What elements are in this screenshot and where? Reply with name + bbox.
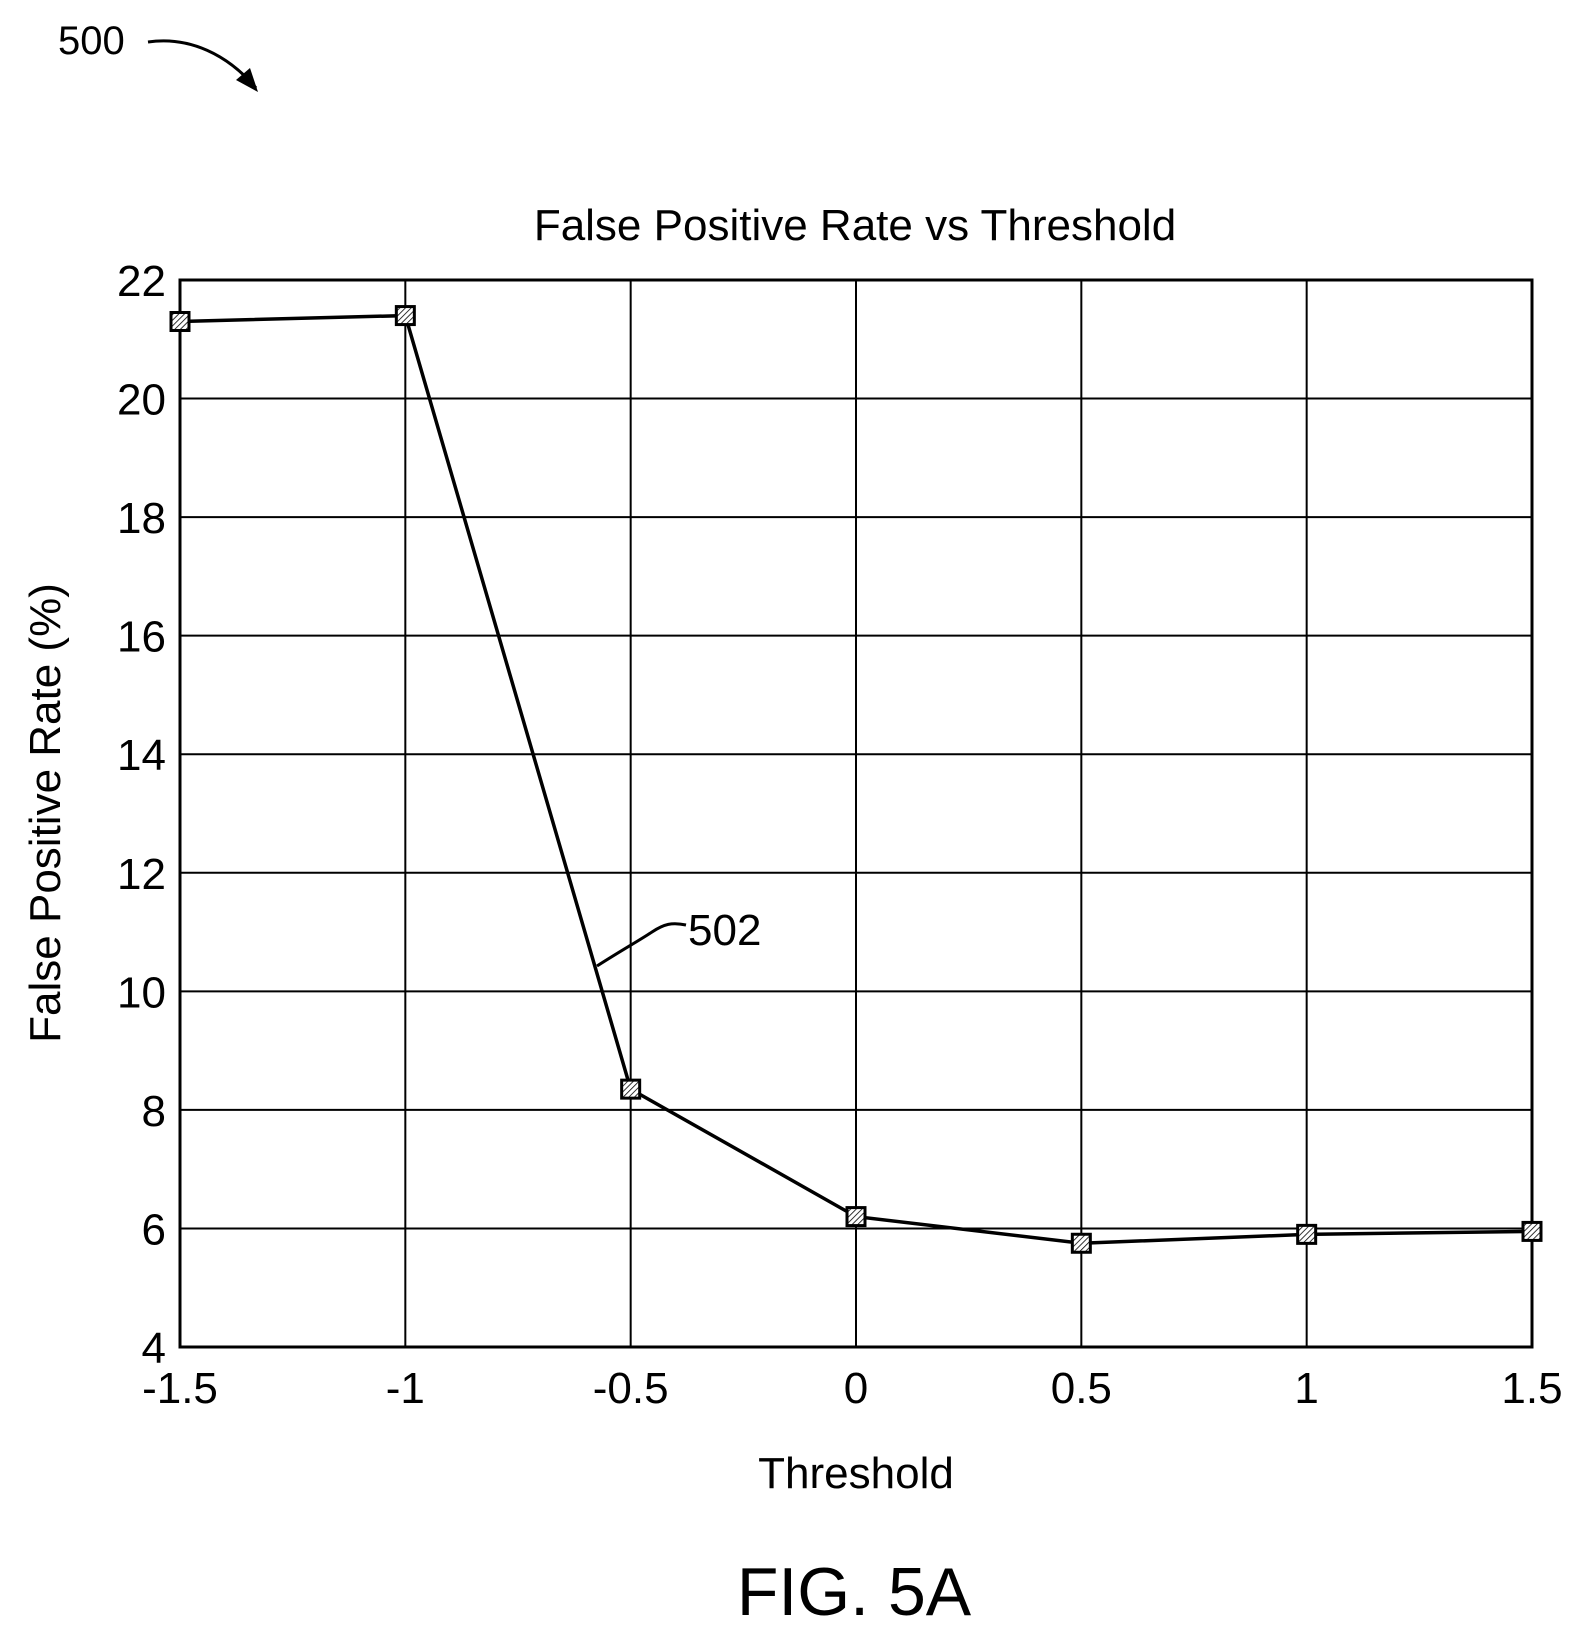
- data-point-marker: [620, 1078, 642, 1100]
- chart-title: False Positive Rate vs Threshold: [534, 201, 1176, 250]
- x-tick-label: 0: [844, 1364, 868, 1413]
- y-tick-label: 6: [142, 1205, 166, 1254]
- x-tick-label: -0.5: [593, 1364, 669, 1413]
- x-tick-labels: -1.5 -1 -0.5 0 0.5 1 1.5: [142, 1364, 1563, 1413]
- y-axis-label: False Positive Rate (%): [21, 583, 70, 1043]
- x-tick-label: 1: [1294, 1364, 1318, 1413]
- x-tick-label: 0.5: [1051, 1364, 1112, 1413]
- plot-frame: [178, 278, 1534, 1349]
- series-ref-label: 502: [688, 906, 761, 955]
- y-tick-label: 4: [142, 1324, 166, 1373]
- data-point-marker: [845, 1206, 867, 1228]
- series-group: [169, 305, 1543, 1254]
- series-ref-leader: [596, 922, 687, 968]
- data-point-marker: [169, 310, 191, 332]
- y-tick-label: 10: [117, 968, 166, 1017]
- y-tick-label: 16: [117, 613, 166, 662]
- x-tick-label: -1: [386, 1364, 425, 1413]
- figure-caption: FIG. 5A: [737, 1554, 972, 1630]
- data-point-marker: [1070, 1232, 1092, 1254]
- y-tick-labels: 4 6 8 10 12 14 16 18 20 22: [117, 257, 166, 1373]
- y-tick-label: 18: [117, 494, 166, 543]
- x-axis-label: Threshold: [758, 1449, 954, 1498]
- y-tick-label: 20: [117, 376, 166, 425]
- grid: [179, 279, 1533, 1348]
- y-tick-label: 14: [117, 731, 166, 780]
- data-point-marker: [394, 305, 416, 327]
- data-point-marker: [1521, 1220, 1543, 1242]
- y-tick-label: 12: [117, 850, 166, 899]
- y-tick-label: 8: [142, 1087, 166, 1136]
- figure-ref-number: 500: [58, 19, 125, 63]
- figure-ref-arrowhead: [236, 68, 258, 92]
- x-tick-label: 1.5: [1501, 1364, 1562, 1413]
- x-tick-label: -1.5: [142, 1364, 218, 1413]
- y-tick-label: 22: [117, 257, 166, 306]
- data-point-marker: [1296, 1223, 1318, 1245]
